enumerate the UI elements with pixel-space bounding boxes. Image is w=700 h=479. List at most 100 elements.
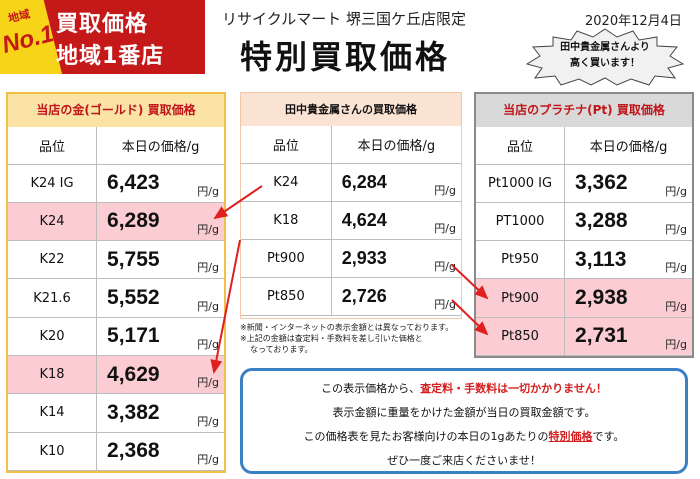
price-value: 4,624	[341, 209, 387, 230]
table-row: K22 5,755 円/g	[8, 240, 224, 280]
price-value: 5,755	[107, 247, 160, 271]
message-line-2: 表示金額に重量をかけた金額が当日の買取金額です。	[332, 406, 596, 419]
col-price-header: 本日の価格/g	[96, 127, 224, 165]
callout-line-2: 高く買います！	[570, 58, 640, 69]
table-row: K14 3,382 円/g	[8, 393, 224, 433]
unit-label: 円/g	[665, 261, 687, 275]
grade-cell: PT1000	[476, 202, 566, 242]
callout-burst: 田中貴金属さんより 高く買います！	[525, 28, 685, 86]
tanaka-notes: ※新聞・インターネットの表示金額とは異なっております。 ※上記の金額は査定料・手…	[240, 322, 470, 355]
grade-cell: Pt850	[476, 317, 566, 356]
table-row: K10 2,368 円/g	[8, 432, 224, 471]
price-cell: 3,288 円/g	[564, 202, 692, 242]
grade-cell: K10	[8, 432, 98, 471]
unit-label: 円/g	[434, 297, 456, 311]
unit-label: 円/g	[197, 261, 219, 275]
unit-label: 円/g	[665, 223, 687, 237]
unit-label: 円/g	[434, 183, 456, 197]
note-line: ※新聞・インターネットの表示金額とは異なっております。	[240, 323, 454, 332]
grade-cell: K21.6	[8, 278, 98, 318]
price-cell: 5,755 円/g	[96, 240, 224, 280]
unit-label: 円/g	[197, 376, 219, 390]
region-no1-badge: 地域 No.1 買取価格 地域1番店	[0, 0, 205, 74]
price-value: 2,938	[575, 286, 628, 310]
price-cell: 6,423 円/g	[96, 164, 224, 203]
col-grade-header: 品位	[476, 127, 566, 165]
table-row: Pt950 3,113 円/g	[476, 240, 692, 280]
unit-label: 円/g	[665, 337, 687, 351]
table-row: PT1000 3,288 円/g	[476, 202, 692, 242]
grade-cell: K24 IG	[8, 164, 98, 203]
table-row: K24 6,289 円/g	[8, 202, 224, 242]
price-value: 2,368	[107, 439, 160, 463]
price-cell: 3,362 円/g	[564, 164, 692, 203]
price-cell: 2,731 円/g	[564, 317, 692, 356]
table-row: K18 4,629 円/g	[8, 355, 224, 395]
message-emphasis: 査定料・手数料は一切かかりません！	[420, 382, 607, 395]
price-cell: 4,629 円/g	[96, 355, 224, 395]
price-value: 6,289	[107, 209, 160, 233]
price-date: 2020年12月4日	[585, 14, 682, 29]
message-line-4: ぜひ一度ご来店くださいませ！	[387, 454, 541, 467]
price-value: 6,284	[341, 171, 387, 192]
gold-price-table: 当店の金(ゴールド) 買取価格 品位 本日の価格/g K24 IG 6,423 円…	[6, 92, 226, 473]
price-cell: 2,726 円/g	[331, 277, 461, 316]
unit-label: 円/g	[434, 259, 456, 273]
plat-table-title: 当店のプラチナ(Pt) 買取価格	[476, 94, 692, 127]
page-title: 特別買取価格	[240, 38, 451, 76]
price-value: 3,113	[575, 247, 627, 271]
grade-cell: K22	[8, 240, 98, 280]
price-cell: 2,938 円/g	[564, 278, 692, 318]
unit-label: 円/g	[197, 414, 219, 428]
message-text: です。	[592, 430, 625, 443]
message-line-3: この価格表を見たお客様向けの本日の1gあたりの特別価格です。	[243, 425, 685, 449]
price-cell: 6,284 円/g	[331, 163, 461, 202]
price-value: 2,731	[575, 324, 628, 348]
unit-label: 円/g	[197, 223, 219, 237]
message-emphasis: 特別価格	[548, 430, 593, 443]
unit-label: 円/g	[197, 299, 219, 313]
price-cell: 3,382 円/g	[96, 393, 224, 433]
tanaka-price-table: 田中貴金属さんの買取価格 品位 本日の価格/g K24 6,284 円/g K18…	[240, 92, 462, 319]
price-cell: 3,113 円/g	[564, 240, 692, 280]
grade-cell: K20	[8, 317, 98, 356]
price-cell: 2,368 円/g	[96, 432, 224, 471]
unit-label: 円/g	[197, 452, 219, 466]
grade-cell: Pt1000 IG	[476, 164, 566, 203]
badge-headline-2: 地域1番店	[56, 44, 165, 69]
price-value: 2,726	[341, 285, 387, 306]
price-value: 5,552	[107, 286, 160, 310]
col-grade-header: 品位	[241, 126, 332, 164]
grade-cell: K18	[8, 355, 98, 395]
grade-cell: Pt900	[476, 278, 566, 318]
tanaka-table-title: 田中貴金属さんの買取価格	[241, 93, 461, 126]
table-header-row: 品位 本日の価格/g	[8, 127, 224, 165]
table-row: K24 IG 6,423 円/g	[8, 164, 224, 203]
price-value: 2,933	[341, 247, 387, 268]
table-row: Pt1000 IG 3,362 円/g	[476, 164, 692, 203]
burst-shape-icon	[525, 28, 685, 86]
table-row: K18 4,624 円/g	[241, 201, 461, 240]
price-cell: 5,171 円/g	[96, 317, 224, 356]
message-text: この表示価格から、	[321, 382, 421, 395]
grade-cell: Pt900	[241, 239, 332, 278]
grade-cell: K24	[8, 202, 98, 242]
price-value: 3,382	[107, 400, 160, 424]
col-grade-header: 品位	[8, 127, 98, 165]
unit-label: 円/g	[197, 184, 219, 198]
grade-cell: K14	[8, 393, 98, 433]
table-header-row: 品位 本日の価格/g	[241, 126, 461, 164]
note-line: ※上記の金額は査定料・手数料を差し引いた価格と	[240, 334, 423, 343]
table-row: K20 5,171 円/g	[8, 317, 224, 356]
table-row: Pt900 2,933 円/g	[241, 239, 461, 278]
note-line: なっております。	[250, 345, 313, 354]
unit-label: 円/g	[665, 184, 687, 198]
table-row: K24 6,284 円/g	[241, 163, 461, 202]
shop-name: リサイクルマート 堺三国ケ丘店限定	[222, 10, 467, 28]
message-text: この価格表を見たお客様向けの本日の1gあたりの	[303, 430, 549, 443]
grade-cell: Pt850	[241, 277, 332, 316]
message-line-1: この表示価格から、査定料・手数料は一切かかりません！	[243, 377, 685, 401]
callout-line-1: 田中貴金属さんより	[560, 42, 650, 53]
price-value: 5,171	[107, 324, 160, 348]
platinum-price-table: 当店のプラチナ(Pt) 買取価格 品位 本日の価格/g Pt1000 IG 3,…	[474, 92, 694, 358]
